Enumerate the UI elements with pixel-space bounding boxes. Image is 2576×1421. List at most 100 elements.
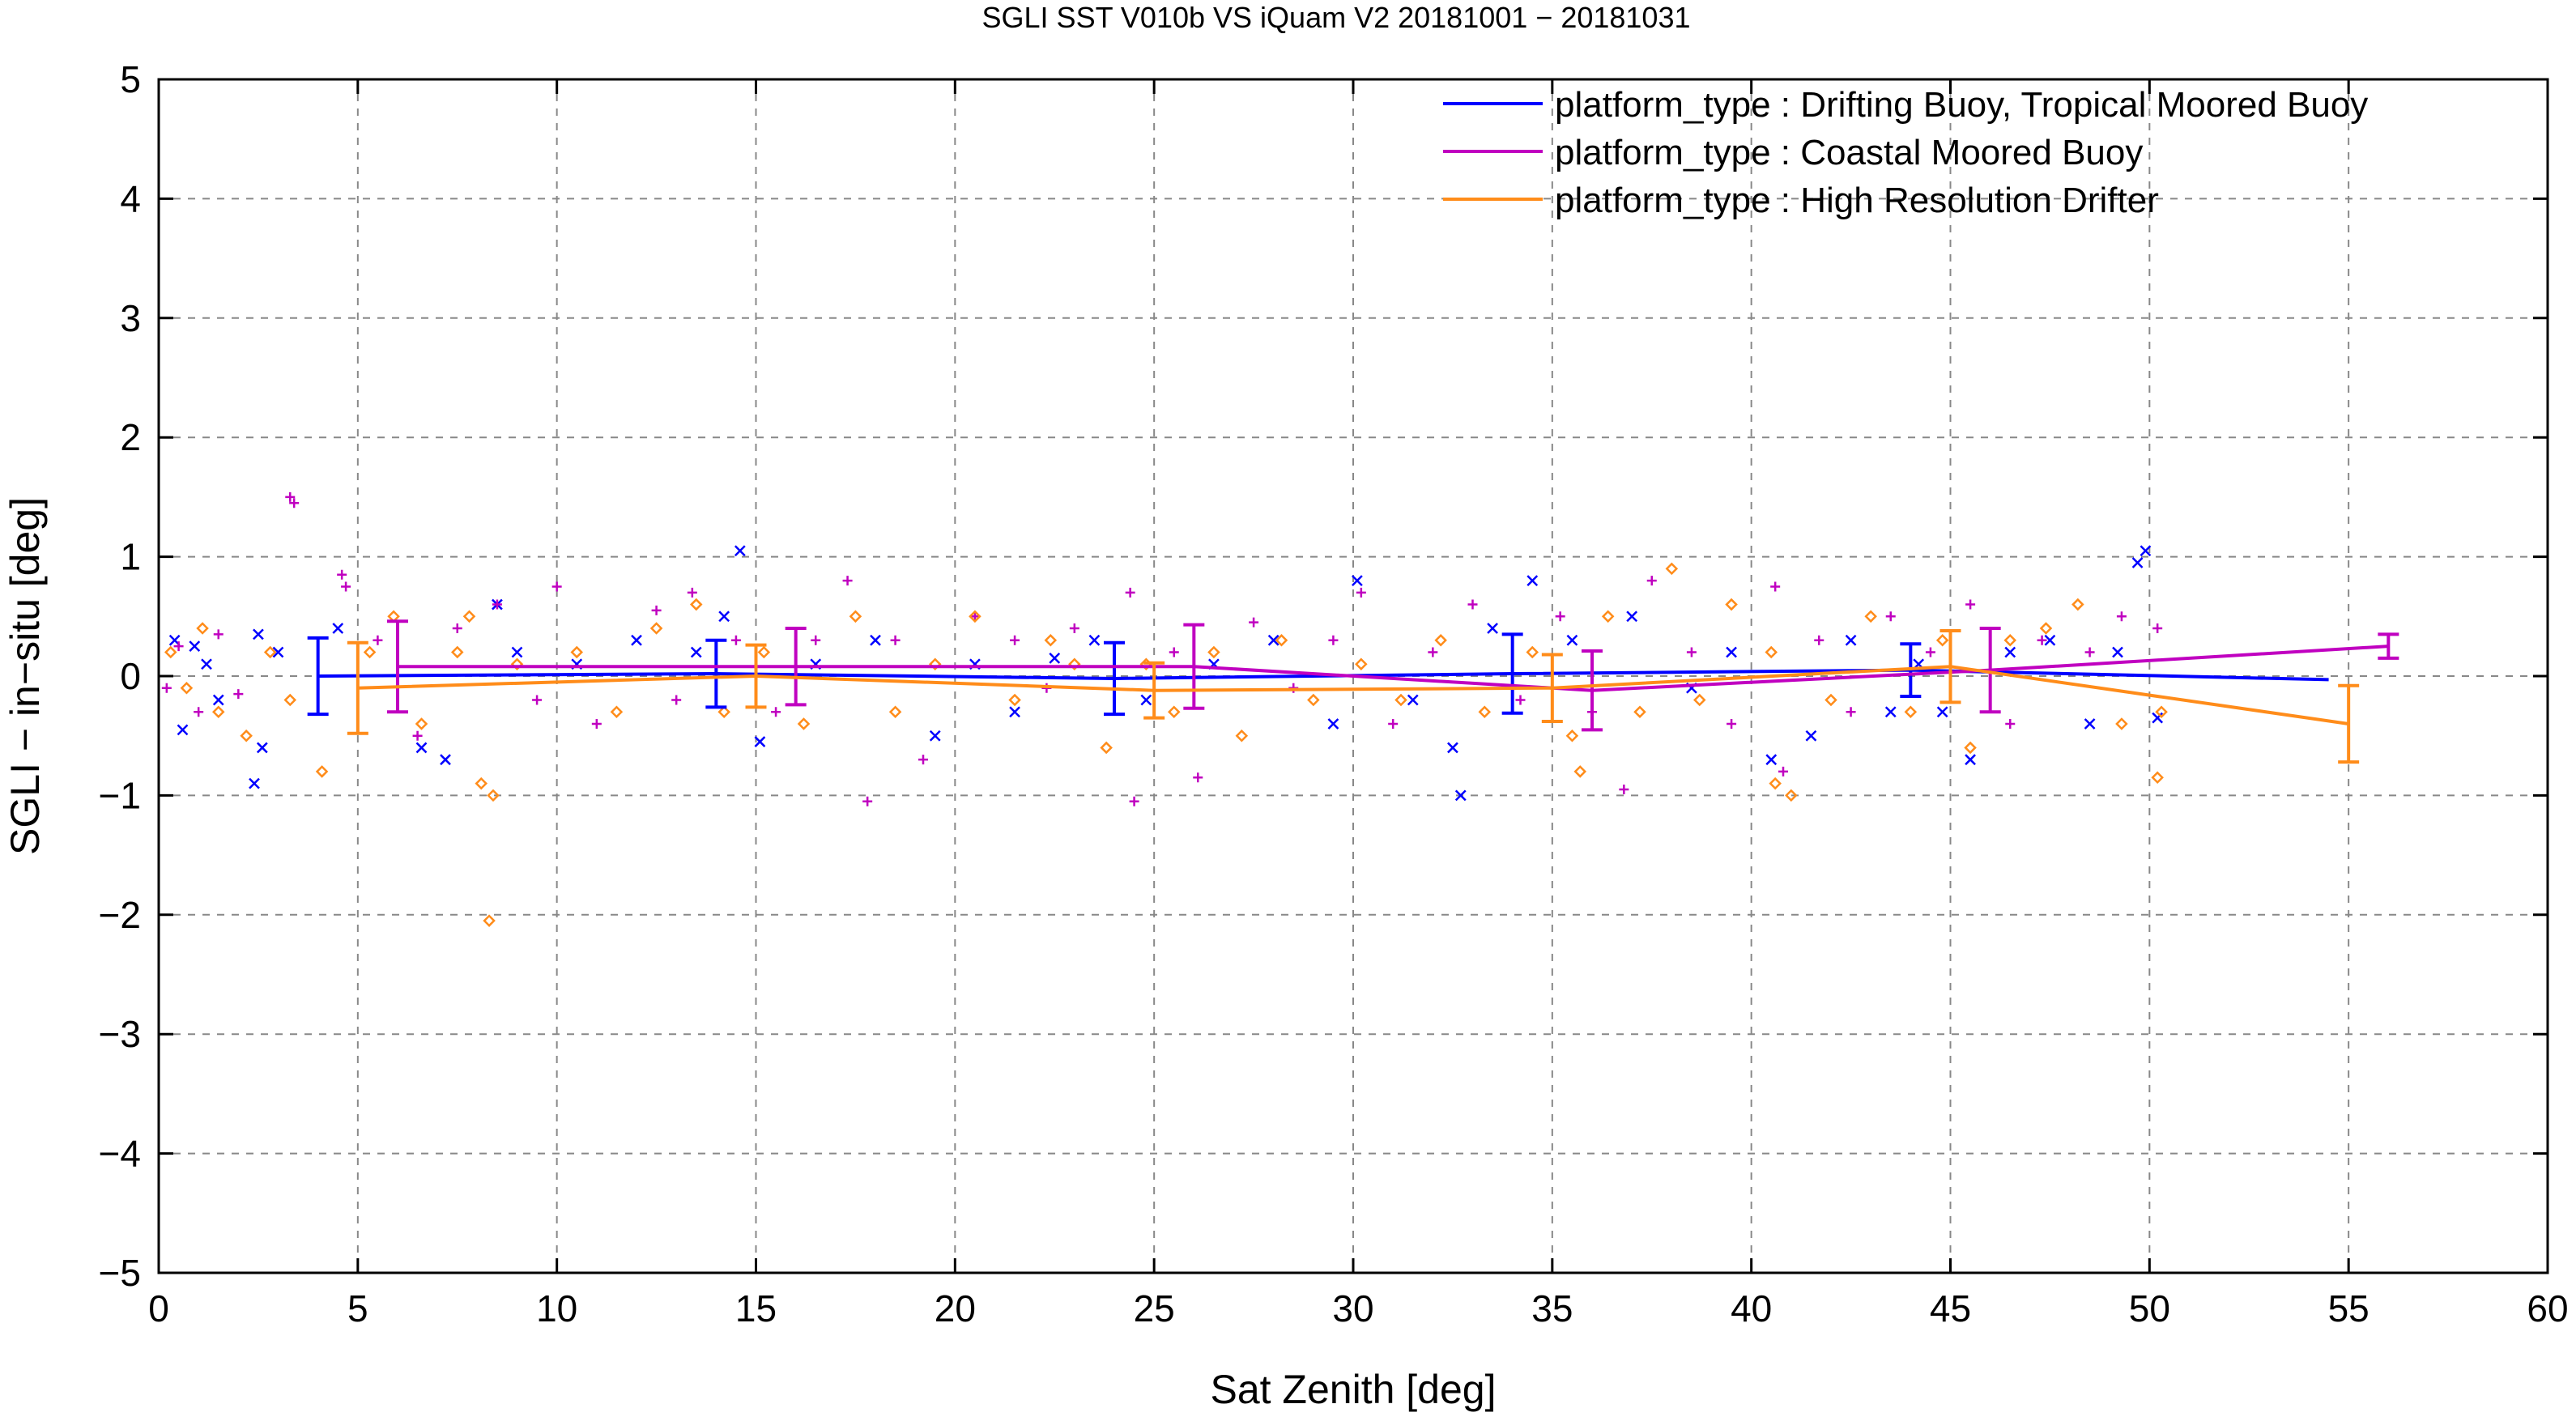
data-point <box>1267 634 1279 646</box>
data-point <box>1965 754 1976 766</box>
data-point <box>811 635 821 645</box>
x-tick-label: 15 <box>735 1287 777 1330</box>
data-point <box>797 717 811 730</box>
data-point <box>2084 718 2096 730</box>
data-point <box>1169 647 1179 657</box>
data-point <box>492 599 502 610</box>
data-point <box>161 683 172 693</box>
data-point <box>341 581 351 592</box>
data-point <box>1846 707 1856 717</box>
x-tick-label: 55 <box>2328 1287 2369 1330</box>
y-tick-label: 2 <box>120 416 141 458</box>
legend-label: platform_type : High Resolution Drifter <box>1555 181 2159 220</box>
data-point <box>1487 623 1498 634</box>
data-point <box>1936 706 1948 718</box>
x-tick-label: 35 <box>1531 1287 1573 1330</box>
data-point <box>591 718 602 729</box>
data-point <box>570 645 584 659</box>
data-point <box>212 694 224 706</box>
data-point <box>415 742 428 754</box>
data-point <box>687 587 697 598</box>
data-point <box>1619 785 1629 795</box>
data-point <box>194 707 204 717</box>
data-point <box>1388 718 1399 729</box>
series-line <box>357 665 2349 725</box>
data-point <box>164 645 177 659</box>
data-point <box>757 645 771 659</box>
data-point <box>1885 611 1896 622</box>
legend-label: platform_type : Coastal Moored Buoy <box>1555 133 2143 172</box>
data-point <box>462 610 476 623</box>
y-axis-label: SGLI − in−situ [deg] <box>2 497 48 855</box>
error-bar <box>1501 632 1523 715</box>
data-point <box>1407 694 1419 706</box>
data-point <box>610 705 624 718</box>
error-bar <box>347 640 368 735</box>
x-axis-label: Sat Zenith [deg] <box>1210 1367 1496 1412</box>
data-point <box>842 576 853 586</box>
y-tick-label: −2 <box>99 894 141 936</box>
data-point <box>1193 772 1203 783</box>
x-tick-label: 5 <box>347 1287 368 1330</box>
data-point <box>2071 598 2084 611</box>
data-point <box>1235 729 1249 742</box>
error-bar <box>2378 632 2399 660</box>
data-point <box>1327 718 1339 730</box>
x-tick-label: 45 <box>1930 1287 1971 1330</box>
data-point <box>928 657 942 671</box>
data-point <box>1009 706 1020 718</box>
data-point <box>1467 599 1478 610</box>
data-point <box>689 598 703 611</box>
data-point <box>2084 647 2095 657</box>
data-point <box>315 765 329 778</box>
data-point <box>1328 635 1339 645</box>
y-tick-label: 0 <box>120 655 141 697</box>
data-point <box>1454 789 1467 802</box>
data-point <box>1100 741 1113 755</box>
data-point <box>1726 646 1737 658</box>
error-bar <box>705 638 727 709</box>
data-point <box>718 611 730 623</box>
data-point <box>1249 617 1259 628</box>
data-point <box>2005 718 2016 729</box>
data-point <box>415 717 428 730</box>
data-point <box>1355 657 1368 671</box>
data-point <box>177 724 189 736</box>
data-point <box>180 681 194 695</box>
data-point <box>551 581 562 592</box>
data-point <box>373 635 383 645</box>
data-point <box>510 657 524 671</box>
data-point <box>1044 634 1058 647</box>
chart-title: SGLI SST V010b VS iQuam V2 20181001 − 20… <box>982 1 1691 34</box>
data-point <box>1778 766 1788 776</box>
series-group <box>164 562 2168 927</box>
data-point <box>2039 622 2053 635</box>
legend-label: platform_type : Drifting Buoy, Tropical … <box>1555 85 2368 125</box>
data-point <box>1125 587 1135 598</box>
data-point <box>870 634 881 646</box>
data-point <box>1824 693 1837 707</box>
series-mean-group <box>387 619 2399 732</box>
data-point <box>969 611 980 622</box>
data-point <box>1088 634 1101 646</box>
data-point <box>1352 575 1363 586</box>
data-point <box>1356 587 1366 598</box>
data-point <box>2115 717 2128 730</box>
data-point <box>1725 598 1738 611</box>
data-point <box>2116 611 2127 622</box>
error-bar <box>1183 623 1205 710</box>
data-point <box>1965 599 1976 610</box>
data-point <box>2044 634 2056 646</box>
data-point <box>1566 634 1578 646</box>
data-point <box>201 658 212 670</box>
error-bar <box>1541 653 1563 724</box>
data-point <box>475 776 488 790</box>
data-point <box>918 755 928 765</box>
data-point <box>2140 545 2152 557</box>
error-bar <box>1104 640 1125 717</box>
data-point <box>1434 634 1447 647</box>
error-bar <box>1979 627 2001 714</box>
data-point <box>272 646 284 658</box>
data-point <box>1964 741 1977 755</box>
